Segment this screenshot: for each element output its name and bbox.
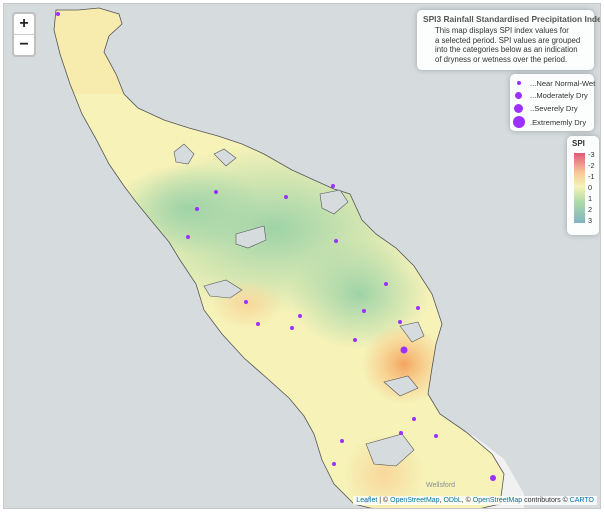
spi-color-scale: SPI -3 -2 -1 0 1 2 3: [567, 136, 599, 235]
odbl-link[interactable]: ODbL: [443, 497, 462, 504]
spi-tick-label: 1: [588, 194, 593, 203]
legend-dot-icon: [515, 91, 522, 99]
station-marker: [195, 207, 199, 211]
station-marker: [398, 320, 402, 324]
station-marker: [353, 338, 357, 342]
legend-dot-icon: [513, 116, 525, 128]
station-marker: [256, 322, 260, 326]
info-line: This map displays SPI index values for: [435, 26, 569, 35]
osm-link[interactable]: OpenStreetMap: [390, 497, 440, 504]
legend-label: ..Severely Dry: [530, 103, 578, 113]
station-marker: [244, 300, 248, 304]
legend-label: ...Moderately Dry: [530, 90, 588, 100]
osm-contributors-link[interactable]: OpenStreetMap: [472, 497, 523, 504]
attribution-separator: ,: [439, 497, 444, 504]
info-description: This map displays SPI index values for a…: [435, 26, 588, 64]
spi-scale-title: SPI: [572, 139, 585, 148]
info-panel: SPI3 Rainfall Standardised Precipitation…: [417, 10, 601, 70]
category-legend: ...Near Normal-Wet ...Moderately Dry ..S…: [510, 74, 595, 131]
carto-link[interactable]: CARTO: [569, 497, 594, 504]
station-marker: [284, 195, 288, 199]
station-marker: [334, 239, 338, 243]
info-line: of dryness or wetness over the period.: [435, 54, 568, 64]
spi-tick-label: 2: [588, 205, 593, 214]
legend-label: ...Near Normal-Wet: [530, 78, 596, 88]
map-attribution: Leaflet | © OpenStreetMap, ODbL, © OpenS…: [353, 496, 597, 505]
legend-item: ...Near Normal-Wet: [510, 77, 595, 89]
spi-gradient-bar: [574, 153, 585, 223]
station-marker: [298, 314, 302, 318]
station-markers: [56, 12, 496, 503]
station-marker: [416, 306, 420, 310]
zoom-in-button[interactable]: +: [19, 15, 29, 32]
station-marker: [56, 12, 60, 16]
info-line: into the categories below as an indicati…: [435, 45, 578, 55]
map-canvas[interactable]: Wellsford + − SPI3 Rainfall Standardised…: [3, 3, 601, 509]
legend-dot-icon: [514, 103, 523, 113]
station-marker: [434, 434, 438, 438]
station-marker: [331, 184, 335, 188]
station-marker: [290, 326, 294, 330]
map-base-layer: [4, 4, 600, 508]
leaflet-link[interactable]: Leaflet: [356, 497, 378, 504]
station-marker: [362, 309, 366, 313]
attribution-separator: contributors ©: [522, 497, 570, 504]
station-marker: [399, 431, 403, 435]
station-marker: [340, 439, 344, 443]
legend-item: .Extrememly Dry: [510, 116, 586, 128]
legend-item: ..Severely Dry: [510, 102, 578, 114]
zoom-out-button[interactable]: −: [14, 34, 34, 55]
spi-tick-label: -3: [588, 150, 595, 159]
spi-tick-label: -1: [588, 172, 595, 181]
station-marker: [384, 282, 388, 286]
station-marker: [214, 190, 218, 194]
station-marker: [400, 346, 408, 354]
place-label-wellsford: Wellsford: [426, 482, 456, 489]
attribution-separator: , ©: [461, 497, 473, 504]
station-marker: [490, 475, 496, 481]
legend-label: .Extrememly Dry: [530, 117, 587, 127]
station-marker: [332, 462, 336, 466]
spi-tick-label: -2: [588, 161, 595, 170]
info-line: a selected period. SPI values are groupe…: [435, 35, 581, 45]
zoom-control: + −: [12, 12, 36, 57]
station-marker: [186, 235, 190, 239]
spi-tick-label: 3: [588, 216, 593, 225]
spi-tick-label: 0: [588, 183, 593, 192]
attribution-separator: | ©: [377, 497, 391, 504]
info-title: SPI3 Rainfall Standardised Precipitation…: [423, 14, 601, 24]
legend-dot-icon: [517, 81, 521, 85]
legend-item: ...Moderately Dry: [510, 89, 588, 101]
station-marker: [412, 417, 416, 421]
